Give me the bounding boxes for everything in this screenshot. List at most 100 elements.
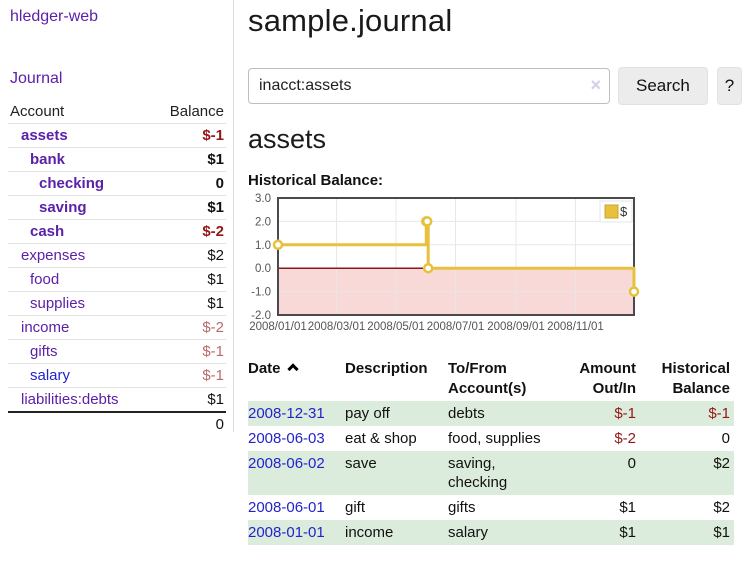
transaction-row: 2008-12-31 pay off debts $-1 $-1 bbox=[248, 401, 734, 426]
sidebar-account-row: expenses $2 bbox=[8, 243, 226, 268]
legend-swatch bbox=[604, 204, 619, 219]
transaction-balance: $1 bbox=[640, 520, 734, 545]
account-balance: 0 bbox=[151, 171, 226, 196]
transaction-date-cell: 2008-12-31 bbox=[248, 401, 345, 426]
account-link[interactable]: salary bbox=[30, 367, 71, 384]
transaction-date-link[interactable]: 2008-12-31 bbox=[248, 405, 325, 422]
sidebar-account-row: bank $1 bbox=[8, 147, 226, 172]
search-form: × Search ? bbox=[248, 67, 742, 105]
data-point-marker bbox=[422, 262, 434, 274]
account-balance: $1 bbox=[151, 267, 226, 292]
transaction-amount: $-1 bbox=[560, 401, 640, 426]
sidebar-account-row: saving $1 bbox=[8, 195, 226, 220]
account-link[interactable]: liabilities:debts bbox=[21, 391, 119, 408]
transaction-description: eat & shop bbox=[345, 430, 417, 447]
y-axis-tick-label: 3.0 bbox=[255, 193, 271, 205]
register-sort-header-date[interactable]: Date bbox=[248, 357, 345, 401]
account-balance: $1 bbox=[151, 387, 226, 412]
accounts-table-body: assets $-1 bank $1 checking 0 saving $1 cash $-2 e… bbox=[8, 123, 226, 412]
transaction-date-cell: 2008-06-02 bbox=[248, 451, 345, 495]
account-link[interactable]: bank bbox=[30, 151, 66, 168]
transaction-date-link[interactable]: 2008-06-01 bbox=[248, 499, 325, 516]
accounts-table: Account Balance assets $-1 bank $1 checking 0… bbox=[8, 100, 226, 436]
account-link[interactable]: assets bbox=[21, 127, 68, 144]
transaction-amount: 0 bbox=[560, 451, 640, 495]
transaction-balance: $-1 bbox=[640, 401, 734, 426]
transaction-accounts: gifts bbox=[448, 499, 476, 516]
account-link[interactable]: gifts bbox=[30, 343, 58, 360]
register-column-header: Historical Balance bbox=[661, 360, 730, 397]
transaction-accounts: salary bbox=[448, 520, 560, 545]
register-column-header: Amount Out/In bbox=[579, 360, 636, 397]
account-link[interactable]: cash bbox=[30, 223, 65, 240]
accounts-total-row: 0 bbox=[8, 411, 226, 436]
sidebar-account-row: food $1 bbox=[8, 267, 226, 292]
sidebar: hledger-web Journal Account Balance asse… bbox=[0, 0, 233, 582]
account-link[interactable]: expenses bbox=[21, 247, 86, 264]
transaction-amount: $-2 bbox=[614, 430, 636, 447]
transaction-row: 2008-06-01 gift gifts $1 $2 bbox=[248, 495, 734, 520]
transaction-row: 2008-06-02 save saving, checking 0 $2 bbox=[248, 451, 734, 495]
account-link[interactable]: supplies bbox=[30, 295, 86, 312]
plot-border bbox=[277, 197, 635, 316]
transaction-date-link[interactable]: 2008-06-03 bbox=[248, 430, 325, 447]
x-axis-tick-label: 2008/09/01 bbox=[487, 321, 545, 333]
x-axis-tick-label: 2008/11/01 bbox=[547, 321, 604, 333]
transaction-date-cell: 2008-06-01 bbox=[248, 495, 345, 520]
transaction-description: income bbox=[345, 520, 448, 545]
page-title: sample.journal bbox=[248, 3, 453, 38]
data-point-marker bbox=[272, 239, 284, 251]
brand-link[interactable]: hledger-web bbox=[10, 8, 99, 25]
account-link[interactable]: saving bbox=[39, 199, 87, 216]
account-title: assets bbox=[248, 124, 327, 154]
transaction-date-link[interactable]: 2008-01-01 bbox=[248, 524, 325, 541]
y-axis-tick-label: -1.0 bbox=[251, 287, 271, 299]
transaction-description: pay off bbox=[345, 401, 448, 426]
register-table: Date Description To/From Account(s) Amount Ou… bbox=[248, 357, 734, 545]
transaction-amount: $1 bbox=[619, 499, 636, 516]
register-column-header: Description bbox=[345, 360, 428, 377]
data-point-marker bbox=[628, 286, 640, 297]
register-table-body: 2008-12-31 pay off debts $-1 $-1 2008-06-03 ea… bbox=[248, 401, 734, 545]
transaction-date-cell: 2008-06-03 bbox=[248, 426, 345, 451]
account-link[interactable]: checking bbox=[39, 175, 105, 192]
sidebar-account-row: salary $-1 bbox=[8, 363, 226, 388]
account-balance: $1 bbox=[151, 147, 226, 172]
account-balance: $1 bbox=[151, 291, 226, 316]
sidebar-account-row: income $-2 bbox=[8, 315, 226, 340]
account-balance: $-1 bbox=[151, 123, 226, 148]
y-axis-tick-label: -2.0 bbox=[251, 310, 271, 322]
x-axis-tick-label: 2008/03/01 bbox=[308, 321, 366, 333]
account-link[interactable]: food bbox=[30, 271, 60, 288]
account-balance: $2 bbox=[151, 243, 226, 268]
transaction-balance: $2 bbox=[713, 499, 730, 516]
sidebar-account-row: assets $-1 bbox=[8, 123, 226, 148]
sidebar-item-journal[interactable]: Journal bbox=[10, 70, 63, 87]
transaction-accounts: saving, checking bbox=[448, 451, 560, 495]
account-balance: $-1 bbox=[151, 363, 226, 388]
balance-column-header: Balance bbox=[169, 103, 224, 120]
sidebar-account-row: liabilities:debts $1 bbox=[8, 387, 226, 412]
transaction-description: gift bbox=[345, 499, 366, 516]
search-button[interactable]: Search bbox=[618, 67, 708, 105]
transaction-row: 2008-01-01 income salary $1 $1 bbox=[248, 520, 734, 545]
main-content: sample.journal × Search ? assets Histori… bbox=[248, 0, 742, 545]
sidebar-account-row: checking 0 bbox=[8, 171, 226, 196]
register-column-header: To/From Account(s) bbox=[448, 360, 527, 397]
x-axis-tick-label: 2008/05/01 bbox=[367, 321, 425, 333]
search-input[interactable] bbox=[248, 68, 610, 104]
transaction-accounts: debts bbox=[448, 401, 560, 426]
transaction-date-cell: 2008-01-01 bbox=[248, 520, 345, 545]
y-axis-tick-label: 1.0 bbox=[255, 240, 271, 252]
data-point-marker bbox=[421, 216, 433, 227]
account-link[interactable]: income bbox=[21, 319, 70, 336]
account-balance: $1 bbox=[151, 195, 226, 220]
transaction-balance: $2 bbox=[640, 451, 734, 495]
sidebar-account-row: supplies $1 bbox=[8, 291, 226, 316]
clear-search-icon[interactable]: × bbox=[590, 75, 601, 95]
help-button[interactable]: ? bbox=[716, 67, 742, 105]
transaction-date-link[interactable]: 2008-06-02 bbox=[248, 455, 325, 472]
transaction-row: 2008-06-03 eat & shop food, supplies $-2 0 bbox=[248, 426, 734, 451]
sidebar-divider bbox=[233, 0, 234, 432]
